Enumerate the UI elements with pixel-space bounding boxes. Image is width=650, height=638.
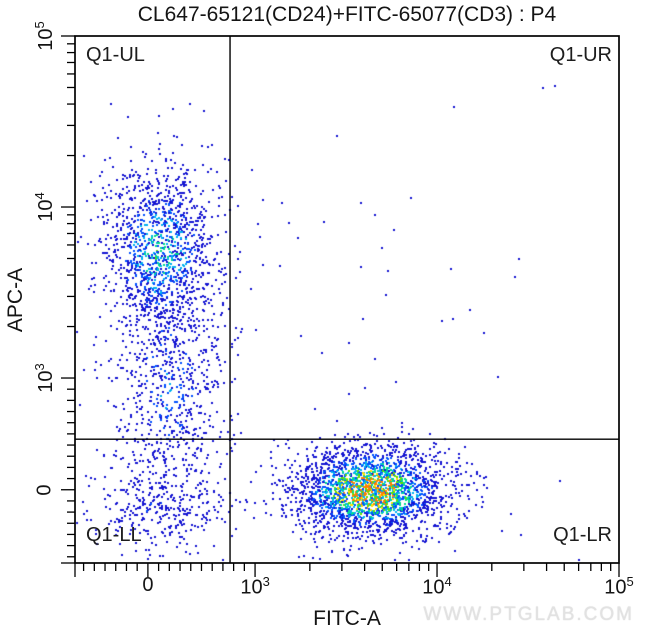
x-tick-label: 0 (142, 574, 154, 596)
x-tick-label: 103 (240, 574, 270, 599)
quadrant-label-upper-right: Q1-UR (549, 44, 612, 66)
y-tick-label: 0 (33, 484, 56, 496)
y-tick-label: 104 (32, 192, 57, 222)
quadrant-label-lower-right: Q1-LR (553, 524, 612, 546)
quadrant-label-upper-left: Q1-UL (86, 44, 145, 66)
plot-title: CL647-65121(CD24)+FITC-65077(CD3) : P4 (137, 3, 557, 26)
watermark-text: WWW.PTGLAB.COM (423, 604, 634, 625)
quadrant-label-lower-left: Q1-LL (86, 524, 142, 546)
scatter-canvas (75, 36, 619, 563)
y-tick-label: 103 (32, 363, 57, 393)
y-tick-label: 105 (32, 21, 57, 51)
y-axis-label: APC-A (4, 267, 27, 333)
plot-border (74, 35, 620, 564)
x-tick-label: 105 (604, 574, 634, 599)
x-tick-label: 104 (422, 574, 452, 599)
x-axis-label: FITC-A (313, 607, 381, 630)
